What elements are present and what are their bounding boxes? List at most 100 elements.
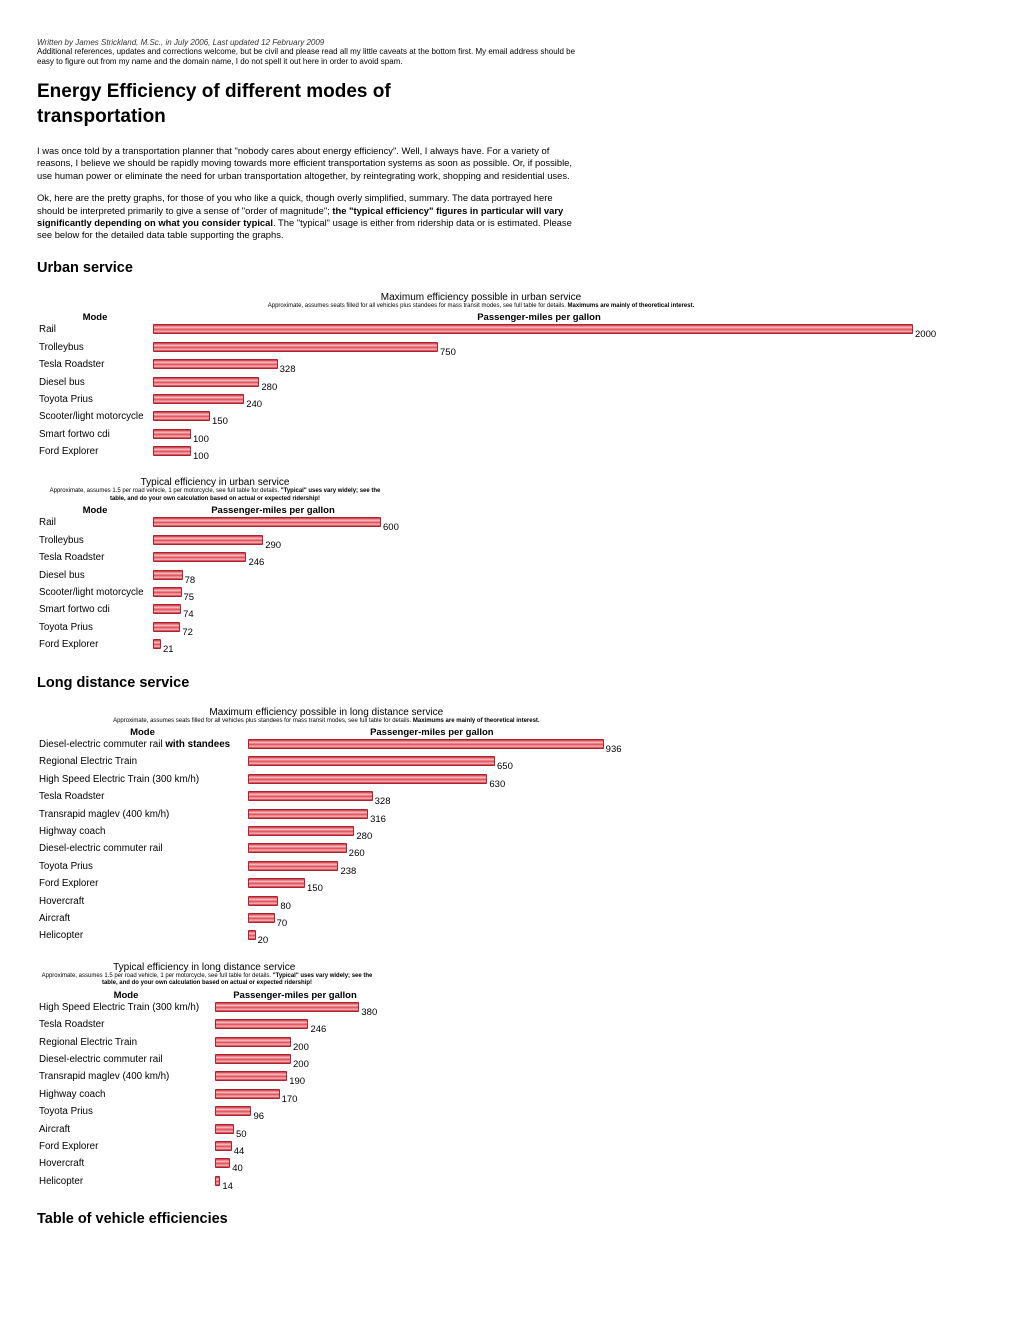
bar [248,878,305,889]
row: Ford Explorer 21 [37,639,393,656]
mode-label: Diesel-electric commuter rail [39,843,163,855]
bar [215,1019,309,1030]
value-label: 200 [293,1041,309,1053]
value-label: 75 [183,592,195,604]
bar [153,604,182,615]
mode-bold: with standees [165,739,231,751]
mode-label: Aircraft [39,1123,71,1135]
mode-label: Scooter/light motorcycle [39,411,144,423]
mode-label: Aircraft [39,913,71,924]
value-label: 70 [276,918,288,929]
mode-label: Toyota Prius [39,860,93,872]
row: Smart fortwo cdi 100 [37,428,925,446]
content: Written by James Strickland, M.Sc., in J… [37,38,936,1243]
value-label: 72 [182,626,193,638]
value-label: 936 [605,744,622,756]
row: Transrapid maglev (400 km/h) 316 [37,808,616,826]
bar [248,773,488,784]
value-label: 21 [162,644,174,656]
section-heading: Table of vehicle efficiencies [37,1211,228,1228]
mode-label: Smart fortwo cdi [39,428,110,440]
bar [153,621,181,632]
mode-label: Rail [39,324,56,336]
page-title: Energy Efficiency of different modes of … [37,81,391,127]
row: Rail 600 [37,517,399,534]
column-header: Mode [130,727,155,739]
value-label: 200 [293,1058,309,1070]
value-label: 630 [489,778,506,790]
row: Scooter/light motorcycle 75 [37,587,393,604]
bar [153,411,210,422]
row: Ford Explorer 150 [37,878,616,895]
intro: I was once told by a transportation plan… [37,145,577,242]
chart-subtitle: Approximate, assumes 1.5 per road vehicl… [45,488,385,503]
mode-label: Diesel bus [39,569,85,581]
row: Highway coach 170 [37,1088,371,1106]
bar [215,1071,288,1082]
row: Regional Electric Train 650 [37,756,616,773]
bar [153,359,278,370]
mode-label: Tesla Roadster [39,552,105,564]
row: Diesel-electric commuter rail 200 [37,1053,371,1071]
bar [215,1140,232,1151]
column-header: Passenger-miles per gallon [370,727,494,739]
subtitle-text: Approximate, assumes 1.5 per road vehicl… [41,972,272,979]
mode-label: Hovercraft [39,1158,85,1170]
value-label: 44 [233,1145,245,1157]
row: Toyota Prius 238 [37,860,616,878]
paragraph: I was once told by a transportation plan… [37,145,577,182]
row: Toyota Prius 72 [37,621,393,639]
bar [215,1158,231,1169]
row: Tesla Roadster 328 [37,791,616,808]
value-label: 100 [193,433,209,445]
mode-label: High Speed Electric Train (300 km/h) [39,773,200,785]
mode-label: Diesel-electric commuter rail [39,1053,163,1065]
row: Diesel-electric commuter rail 260 [37,843,616,860]
mode-label: Tesla Roadster [39,1019,105,1031]
row: Highway coach 280 [37,826,616,843]
value-label: 80 [280,900,291,912]
mode-label: Toyota Prius [39,621,93,633]
chart-title: Maximum efficiency possible in long dist… [209,706,444,718]
mode-label: Scooter/light motorcycle [39,587,144,599]
table-header: Mode Passenger-miles per gallon [37,310,925,324]
mode-label: Ford Explorer [39,1140,99,1152]
bar [153,393,245,404]
mode-label: Diesel-electric commuter rail with stand… [39,739,230,750]
subtitle-text: Approximate, assumes 1.5 per road vehicl… [49,488,280,495]
mode-label: Trolleybus [39,341,84,353]
value-label: 170 [281,1093,298,1105]
value-label: 328 [279,364,296,376]
value-label: 316 [370,813,386,825]
bar [248,843,347,854]
subtitle-bold: "Typical" uses vary widely; see the tabl… [101,972,373,987]
bar [215,1053,291,1064]
row: Tesla Roadster 246 [37,1019,371,1036]
value-label: 2000 [915,329,937,341]
mode-label: Regional Electric Train [39,1036,138,1048]
column-header: Passenger-miles per gallon [211,505,335,517]
byline: Written by James Strickland, M.Sc., in J… [37,38,325,47]
column-header: Passenger-miles per gallon [233,989,357,1001]
column-header: Passenger-miles per gallon [477,312,601,324]
bar [248,930,256,941]
bar [215,1106,252,1117]
row: Regional Electric Train 200 [37,1036,371,1054]
bar [248,860,339,871]
chart: Maximum efficiency possible in urban ser… [37,292,936,464]
table-header: Mode Passenger-miles per gallon [37,503,393,517]
row: Ford Explorer 44 [37,1140,371,1158]
chart-title: Typical efficiency in urban service [140,477,290,489]
mode-label: Ford Explorer [39,878,99,890]
mode-label: Transrapid maglev (400 km/h) [39,808,170,820]
column-header: Mode [82,505,108,517]
bar [248,808,369,819]
bar [153,324,913,335]
sections: Urban service Maximum efficiency possible… [37,260,936,1193]
chart-subtitle: Approximate, assumes 1.5 per road vehicl… [37,973,377,988]
mode-label: Ford Explorer [39,446,99,458]
value-label: 20 [257,935,269,947]
chart-title: Typical efficiency in long distance serv… [113,961,296,973]
